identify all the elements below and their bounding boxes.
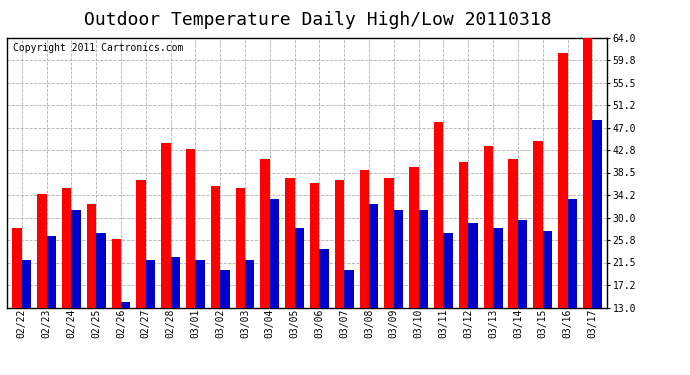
Bar (22, 260, 31, 308)
Bar (469, 223, 477, 308)
Bar (146, 260, 155, 308)
Bar (344, 270, 354, 308)
Bar (121, 302, 130, 307)
Bar (87, 204, 96, 308)
Bar (444, 233, 453, 308)
Bar (245, 260, 255, 308)
Bar (518, 220, 527, 308)
Bar (384, 178, 394, 308)
Bar (260, 159, 270, 308)
Bar (394, 210, 403, 308)
Bar (567, 199, 577, 308)
Bar (369, 204, 379, 308)
Bar (37, 194, 47, 308)
Bar (310, 183, 319, 308)
Bar (235, 188, 245, 308)
Bar (170, 257, 180, 307)
Bar (484, 146, 493, 308)
Bar (96, 233, 106, 308)
Bar (434, 122, 444, 308)
Bar (583, 35, 592, 308)
Bar (359, 170, 369, 308)
Bar (285, 178, 295, 308)
Bar (71, 210, 81, 308)
Bar (112, 238, 121, 308)
Bar (543, 231, 552, 308)
Bar (409, 167, 419, 308)
Text: Outdoor Temperature Daily High/Low 20110318: Outdoor Temperature Daily High/Low 20110… (83, 11, 551, 29)
Bar (47, 236, 56, 308)
Bar (186, 148, 195, 308)
Bar (319, 249, 329, 308)
Bar (211, 186, 220, 308)
Bar (62, 188, 71, 308)
Bar (335, 180, 344, 308)
Bar (419, 210, 428, 308)
Bar (558, 53, 567, 307)
Bar (295, 228, 304, 308)
Bar (220, 270, 230, 308)
Text: Copyright 2011 Cartronics.com: Copyright 2011 Cartronics.com (13, 43, 184, 53)
Bar (137, 180, 146, 308)
Bar (493, 228, 502, 308)
Bar (533, 141, 543, 308)
Bar (12, 228, 22, 308)
Bar (592, 120, 602, 308)
Bar (509, 159, 518, 308)
Bar (161, 143, 170, 308)
Bar (459, 162, 469, 308)
Bar (195, 260, 205, 308)
Bar (270, 199, 279, 308)
